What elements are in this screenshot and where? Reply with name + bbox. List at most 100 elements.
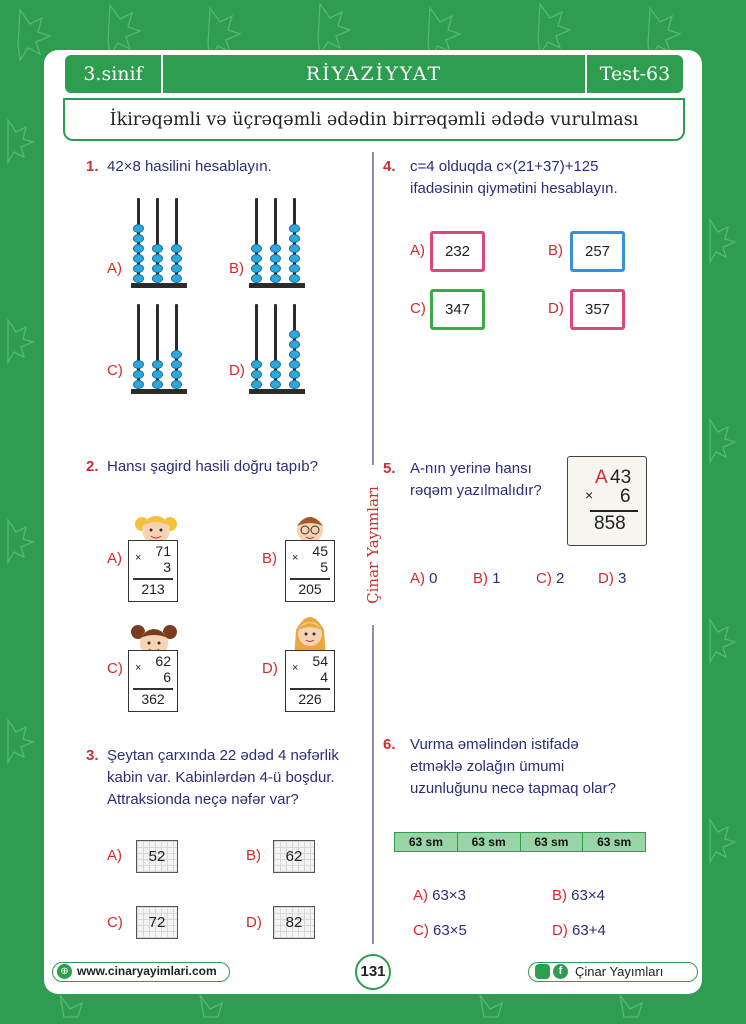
q4-line-1: c=4 olduqda c×(21+37)+125: [410, 158, 599, 175]
abacus-bead: [289, 340, 300, 349]
q4-option-d-card: 357: [570, 289, 625, 330]
abacus-bead: [133, 370, 144, 379]
q4-option-c-card: 347: [430, 289, 485, 330]
abacus-bead: [289, 370, 300, 379]
abacus-rod: [255, 304, 258, 388]
q4-option-d-label[interactable]: D): [548, 300, 564, 317]
abacus-bead: [171, 244, 182, 253]
abacus-bead: [171, 360, 182, 369]
puzzle-top-number: 43: [610, 467, 632, 488]
globe-icon: ⊕: [57, 964, 72, 979]
q1-number: 1.: [86, 158, 99, 175]
strip-segment: 63 sm: [395, 833, 458, 851]
q4-option-c-label[interactable]: C): [410, 300, 426, 317]
q5-option-b[interactable]: B) 1: [473, 570, 501, 587]
q6-option-b[interactable]: B) 63×4: [552, 887, 605, 904]
q3-option-b-label[interactable]: B): [246, 847, 261, 864]
q3-option-b-card: 62: [273, 840, 315, 873]
abacus-bead: [171, 350, 182, 359]
q1-option-d[interactable]: D): [229, 362, 245, 379]
q3-option-c-card: 72: [136, 906, 178, 939]
abacus-bead: [251, 360, 262, 369]
page-number: 131: [355, 954, 391, 990]
puzzle-multiplier: 6: [620, 486, 631, 507]
header-bar: 3.sinif RİYAZİYYAT Test-63: [63, 53, 685, 95]
q3-number: 3.: [86, 747, 99, 764]
q1-option-a[interactable]: A): [107, 260, 122, 277]
abacus-bead: [270, 274, 281, 283]
puzzle-times-sign: ×: [585, 487, 594, 503]
puzzle-result: 858: [594, 513, 626, 534]
abacus-bead: [289, 360, 300, 369]
abacus-bead: [270, 380, 281, 389]
abacus-bead: [251, 254, 262, 263]
abacus-bead: [133, 224, 144, 233]
girl-long-hair-icon: [294, 617, 326, 658]
q4-option-b-label[interactable]: B): [548, 242, 563, 259]
abacus-bead: [171, 274, 182, 283]
q2-option-d-label[interactable]: D): [262, 660, 278, 677]
abacus-bead: [171, 264, 182, 273]
abacus-bead: [133, 360, 144, 369]
q3-option-d-card: 82: [273, 906, 315, 939]
abacus-bead: [251, 380, 262, 389]
q5-option-a[interactable]: A) 0: [410, 570, 438, 587]
strip-segment: 63 sm: [583, 833, 645, 851]
q2-option-a-label[interactable]: A): [107, 550, 122, 567]
q5-puzzle-card: A 43 × 6 858: [567, 456, 647, 546]
q2-option-c-label[interactable]: C): [107, 660, 123, 677]
abacus-bead: [289, 254, 300, 263]
abacus-d: [249, 304, 305, 394]
q6-line-3: uzunluğunu necə tapmaq olar?: [410, 780, 616, 797]
q5-option-c[interactable]: C) 2: [536, 570, 565, 587]
q3-line-3: Attraksionda neçə nəfər var?: [107, 791, 299, 808]
q5-number: 5.: [383, 460, 396, 477]
q4-option-a-label[interactable]: A): [410, 242, 425, 259]
abacus-bead: [133, 234, 144, 243]
abacus-rod: [156, 198, 159, 282]
q5-option-d[interactable]: D) 3: [598, 570, 627, 587]
abacus-rod: [274, 304, 277, 388]
abacus-bead: [171, 370, 182, 379]
abacus-base: [131, 283, 187, 288]
q2-option-b-label[interactable]: B): [262, 550, 277, 567]
abacus-bead: [289, 244, 300, 253]
abacus-rod: [175, 304, 178, 388]
instagram-icon: [535, 964, 550, 979]
strip-segment: 63 sm: [457, 833, 521, 851]
abacus-rod: [175, 198, 178, 282]
brand-vertical: Çinar Yayımları: [361, 465, 385, 625]
website-pill[interactable]: ⊕ www.cinaryayimlari.com: [52, 962, 230, 982]
q1-option-c[interactable]: C): [107, 362, 123, 379]
q3-option-d-label[interactable]: D): [246, 914, 262, 931]
abacus-bead: [270, 244, 281, 253]
q6-option-d[interactable]: D) 63+4: [552, 922, 606, 939]
social-pill[interactable]: f Çinar Yayımları: [528, 962, 698, 982]
abacus-bead: [152, 274, 163, 283]
test-number: Test-63: [599, 63, 671, 85]
girl-blonde-icon: [135, 516, 177, 544]
abacus-bead: [133, 274, 144, 283]
q3-option-c-label[interactable]: C): [107, 914, 123, 931]
q3-option-a-label[interactable]: A): [107, 847, 122, 864]
abacus-c: [131, 304, 187, 394]
abacus-bead: [251, 370, 262, 379]
abacus-bead: [270, 360, 281, 369]
abacus-bead: [289, 224, 300, 233]
abacus-rod: [255, 198, 258, 282]
topic-title: İkirəqəmli və üçrəqəmli ədədin birrəqəml…: [63, 98, 685, 141]
q1-option-b[interactable]: B): [229, 260, 244, 277]
abacus-base: [131, 389, 187, 394]
abacus-bead: [152, 370, 163, 379]
q6-option-a[interactable]: A) 63×3: [413, 887, 466, 904]
abacus-bead: [171, 380, 182, 389]
abacus-bead: [133, 254, 144, 263]
website-url: www.cinaryayimlari.com: [77, 964, 217, 978]
q3-option-a-card: 52: [136, 840, 178, 873]
abacus-bead: [289, 380, 300, 389]
abacus-rod: [137, 304, 140, 388]
q6-line-1: Vurma əməlindən istifadə: [410, 736, 579, 753]
abacus-a: [131, 198, 187, 288]
q6-option-c[interactable]: C) 63×5: [413, 922, 467, 939]
q4-option-a-card: 232: [430, 231, 485, 272]
